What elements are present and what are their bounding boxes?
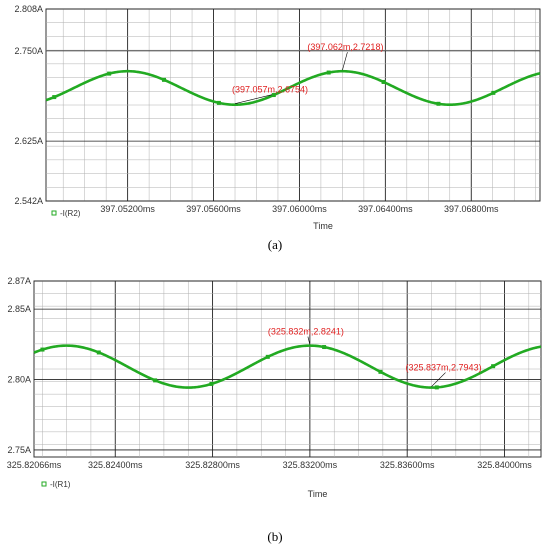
series-marker bbox=[378, 369, 383, 374]
y-tick-label: 2.87A bbox=[7, 276, 31, 286]
x-axis-title: Time bbox=[313, 221, 333, 231]
x-tick-label: 325.82800ms bbox=[185, 460, 240, 470]
x-tick-label: 325.82066ms bbox=[7, 460, 62, 470]
series-line bbox=[45, 69, 541, 107]
y-tick-label: 2.85A bbox=[7, 304, 31, 314]
series-marker bbox=[326, 70, 331, 75]
annotation-leader bbox=[431, 372, 446, 387]
legend-label: -I(R2) bbox=[60, 209, 81, 218]
series-marker bbox=[162, 77, 167, 82]
y-tick-label: 2.808A bbox=[14, 4, 43, 14]
x-tick-label: 325.83200ms bbox=[283, 460, 338, 470]
series-marker bbox=[40, 347, 45, 352]
x-axis-title: Time bbox=[308, 489, 328, 499]
series-marker bbox=[436, 101, 441, 106]
caption-a: (a) bbox=[268, 237, 282, 252]
x-tick-label: 397.05600ms bbox=[186, 204, 241, 214]
annotation-leader bbox=[234, 94, 273, 105]
y-tick-label: 2.625A bbox=[14, 136, 43, 146]
legend-marker bbox=[41, 481, 47, 487]
annotation-leader bbox=[307, 336, 311, 345]
x-tick-label: 397.06400ms bbox=[358, 204, 413, 214]
y-tick-label: 2.75A bbox=[7, 445, 31, 455]
x-tick-label: 397.05200ms bbox=[100, 204, 155, 214]
legend-label: -I(R1) bbox=[50, 480, 71, 489]
annotation-label: (397.057m,2.6754) bbox=[232, 85, 308, 95]
series-marker bbox=[96, 350, 101, 355]
series-marker bbox=[381, 79, 386, 84]
series-marker bbox=[265, 354, 270, 359]
x-tick-label: 325.84000ms bbox=[477, 460, 532, 470]
series-marker bbox=[153, 378, 158, 383]
series-marker bbox=[322, 345, 327, 350]
series-line bbox=[33, 344, 542, 389]
series-marker bbox=[491, 90, 496, 95]
series-marker bbox=[271, 93, 276, 98]
series-marker bbox=[434, 385, 439, 390]
chart-panel-a: 2.808A 2.750A 2.625A 2.542A 397.05200ms 397.0… bbox=[14, 4, 541, 231]
x-tick-label: 397.06800ms bbox=[444, 204, 499, 214]
series-marker bbox=[491, 364, 496, 369]
legend-marker bbox=[51, 210, 57, 216]
x-tick-label: 325.83600ms bbox=[380, 460, 435, 470]
annotation-label: (397.062m,2.7218) bbox=[307, 42, 383, 52]
y-tick-label: 2.80A bbox=[7, 375, 31, 385]
x-tick-label: 325.82400ms bbox=[88, 460, 143, 470]
caption-b: (b) bbox=[267, 529, 282, 544]
x-tick-label: 397.06000ms bbox=[272, 204, 327, 214]
annotation-label: (325.837m,2.7943) bbox=[406, 363, 482, 373]
chart-panel-b: 2.87A 2.85A 2.80A 2.75A 325.82066ms 325.82400… bbox=[7, 276, 542, 499]
series-marker bbox=[52, 95, 57, 100]
y-tick-label: 2.542A bbox=[14, 196, 43, 206]
annotation-leader bbox=[342, 52, 348, 71]
annotation-label: (325.832m,2.8241) bbox=[268, 327, 344, 337]
y-tick-label: 2.750A bbox=[14, 46, 43, 56]
series-marker bbox=[107, 71, 112, 76]
series-marker bbox=[209, 381, 214, 386]
series-marker bbox=[216, 100, 221, 105]
